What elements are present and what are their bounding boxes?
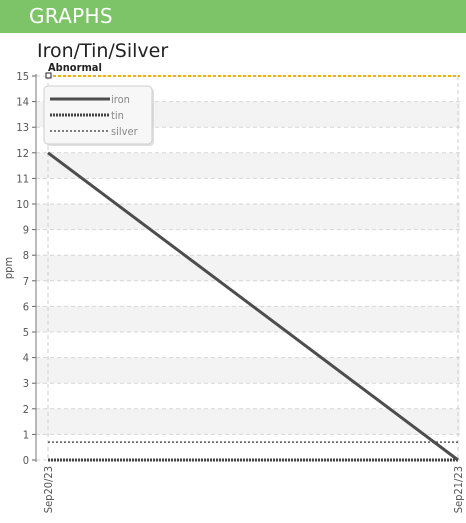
chart-title: Iron/Tin/Silver (37, 40, 169, 62)
y-tick-label: 4 (23, 352, 29, 365)
y-axis-label: ppm (2, 257, 15, 279)
grid-band (36, 255, 460, 281)
abnormal-marker (45, 72, 52, 79)
y-tick-label: 2 (23, 403, 29, 416)
grid-band (36, 306, 460, 332)
grid-band (36, 408, 460, 435)
y-tick-label: 12 (16, 147, 29, 160)
y-tick-label: 11 (16, 172, 29, 185)
y-tick-label: 13 (16, 121, 29, 134)
y-tick-label: 14 (16, 96, 29, 109)
grid-band (36, 152, 460, 179)
y-tick-label: 8 (23, 249, 29, 262)
x-tick-label: Sep20/23 (42, 466, 55, 513)
y-tick-label: 0 (23, 454, 29, 467)
y-tick-label: 15 (16, 70, 29, 83)
graphs-header-title: GRAPHS (29, 4, 113, 28)
y-tick-label: 10 (16, 198, 29, 211)
legend-label-iron: iron (111, 93, 130, 106)
x-tick-label: Sep21/23 (452, 466, 465, 513)
y-tick-label: 7 (23, 275, 29, 288)
legend-label-tin: tin (111, 109, 124, 122)
y-tick-label: 1 (23, 428, 29, 441)
series-line-iron (47, 151, 459, 462)
y-tick-label: 6 (23, 300, 29, 313)
graphs-header: GRAPHS (0, 0, 466, 33)
abnormal-label: Abnormal (48, 61, 102, 74)
y-tick-label: 5 (23, 326, 29, 339)
grid-band (36, 204, 460, 230)
grid-band (36, 357, 460, 384)
y-tick-label: 9 (23, 224, 29, 237)
legend-label-silver: silver (111, 125, 139, 138)
y-tick-label: 3 (23, 377, 29, 390)
